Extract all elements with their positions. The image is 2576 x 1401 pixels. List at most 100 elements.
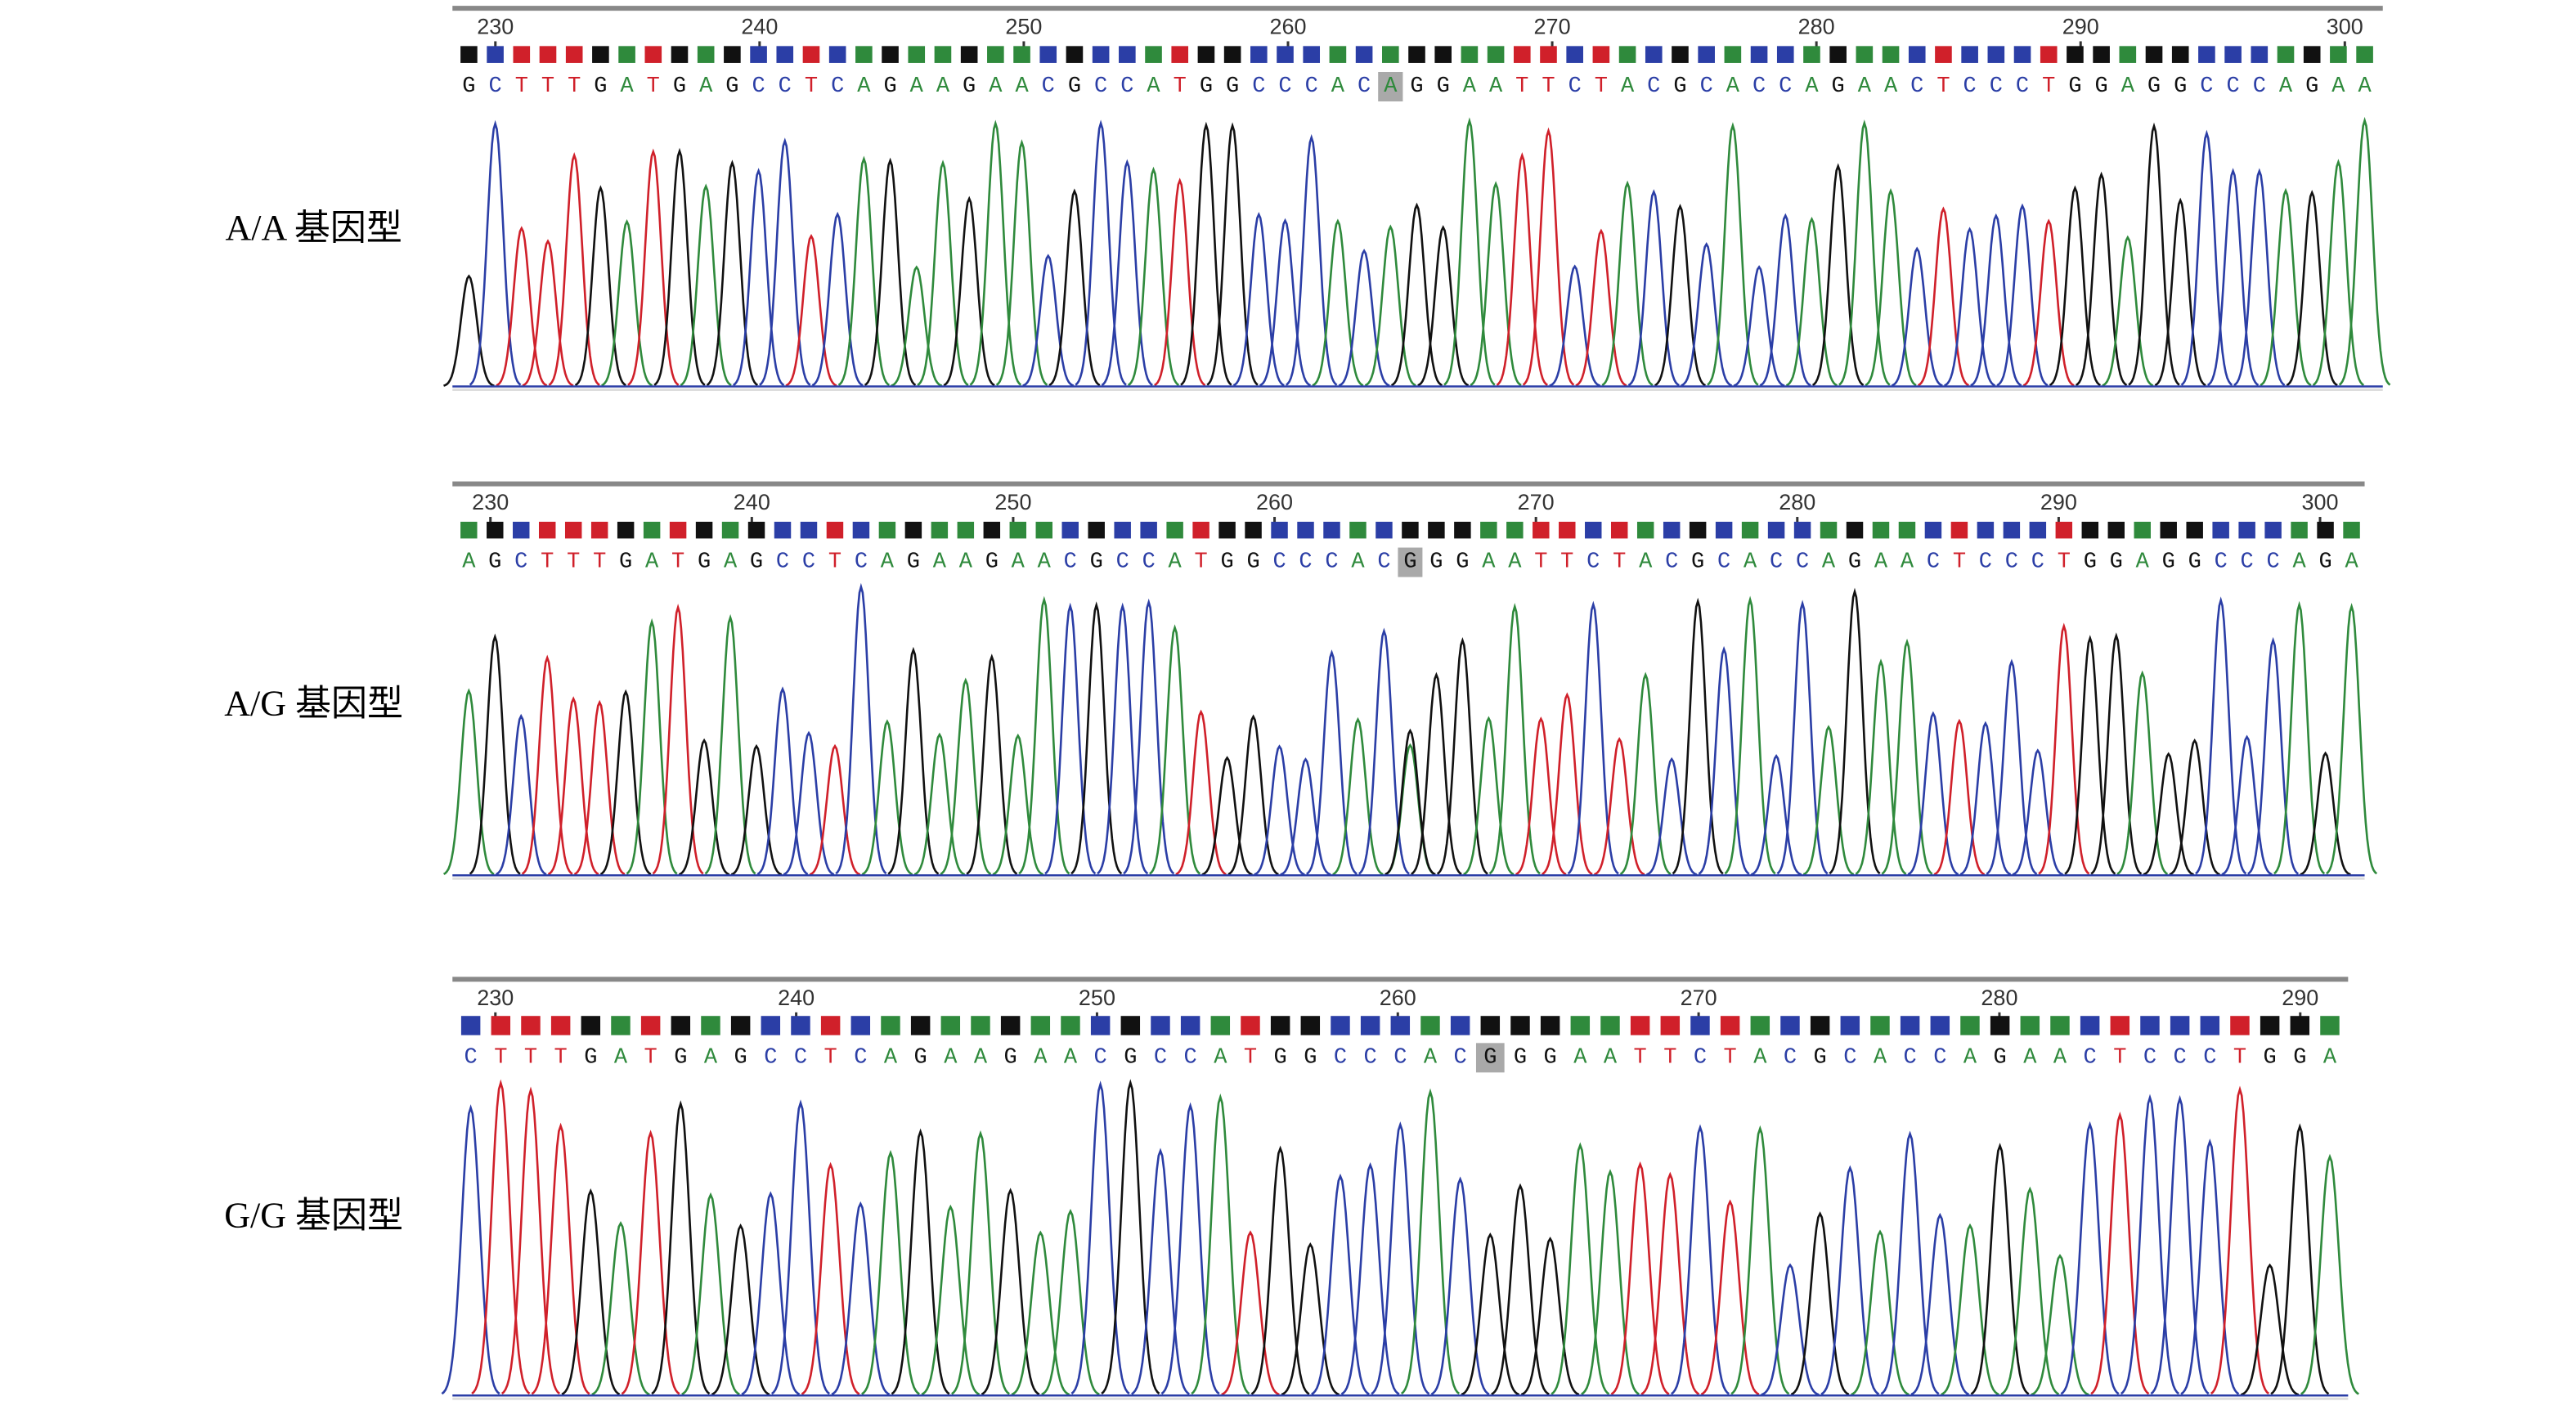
base-call-square: [971, 1016, 990, 1035]
trace-peak: [1724, 595, 1776, 875]
trace-peak: [1259, 218, 1312, 387]
trace-peak: [1461, 1233, 1520, 1396]
base-call-square: [1420, 1016, 1440, 1035]
base-call-square: [2170, 1016, 2190, 1035]
trace-peak: [1855, 658, 1907, 875]
trace-peak: [2064, 635, 2116, 875]
base-call-square: [701, 1016, 720, 1035]
base-call-square: [1088, 521, 1105, 539]
trace-peak: [940, 677, 992, 875]
base-call-square: [1450, 1016, 1470, 1035]
trace-peak: [2154, 197, 2206, 387]
base-call-square: [1329, 46, 1347, 63]
base-call-square: [1672, 46, 1689, 63]
trace-peak: [2312, 159, 2365, 386]
base-call-square: [2186, 521, 2203, 539]
genotype-label: G/G 基因型: [224, 1195, 403, 1235]
base-call-square: [2317, 521, 2334, 539]
trace-peak: [1154, 177, 1206, 387]
trace-peak: [601, 218, 653, 387]
base-call-square: [1977, 521, 1995, 539]
trace-peak: [599, 689, 652, 875]
base-call-square: [487, 521, 504, 539]
base-call-square: [1533, 521, 1550, 539]
base-call-square: [2330, 46, 2347, 63]
base-call-square: [1741, 521, 1759, 539]
trace-peak: [887, 646, 940, 875]
trace-peak: [1941, 1223, 1999, 1396]
trace-peak: [471, 1079, 531, 1394]
trace-peak: [2075, 171, 2128, 387]
trace-peak: [2128, 122, 2180, 386]
trace-peak: [2120, 1093, 2180, 1395]
trace-peak: [759, 137, 811, 386]
base-call-square: [2224, 46, 2242, 63]
trace-peak: [966, 653, 1018, 875]
base-call-square: [1987, 46, 2005, 63]
trace-peak: [831, 1201, 891, 1395]
base-call-square: [2238, 521, 2255, 539]
base-call-square: [671, 1016, 691, 1035]
base-call-square: [1487, 46, 1505, 63]
base-call-square: [987, 46, 1004, 63]
base-call-square: [1331, 1016, 1350, 1035]
base-call-square: [1245, 521, 1262, 539]
base-call-square: [791, 1016, 810, 1035]
base-call-square: [1323, 521, 1340, 539]
trace-peak: [1790, 1211, 1850, 1396]
trace-peak: [1601, 180, 1654, 387]
trace-peak: [2143, 752, 2194, 876]
trace-peak: [2169, 738, 2220, 876]
base-call-square: [2356, 46, 2373, 63]
base-call-square: [1061, 521, 1079, 539]
trace-peak: [981, 1188, 1040, 1395]
base-call-square: [1360, 1016, 1380, 1035]
trace-peak: [1470, 181, 1522, 387]
trace-peak: [1671, 1124, 1730, 1395]
base-call-square: [1689, 521, 1707, 539]
base-call-square: [1277, 46, 1294, 63]
base-call-square: [1145, 46, 1162, 63]
base-call-square: [521, 1016, 541, 1035]
base-call-square: [1618, 46, 1636, 63]
position-label: 290: [2282, 986, 2318, 1010]
base-call-square: [1898, 521, 1916, 539]
base-call-square: [850, 1016, 871, 1035]
base-call-square: [1720, 1016, 1740, 1035]
base-sequence: A: [1384, 74, 1398, 99]
base-call-square: [2277, 46, 2295, 63]
trace-peak: [1463, 716, 1515, 876]
base-call-square: [460, 521, 478, 539]
base-call-square: [550, 1016, 571, 1035]
base-call-square: [983, 521, 1001, 539]
trace-peak: [573, 699, 626, 876]
base-call-square: [2029, 521, 2047, 539]
trace-peak: [1127, 166, 1180, 386]
trace-peak: [1654, 204, 1707, 387]
trace-peak: [1175, 709, 1227, 876]
base-call-square: [611, 1016, 631, 1035]
position-label: 240: [734, 490, 770, 514]
trace-peak: [811, 211, 864, 387]
base-call-square: [1908, 46, 1926, 63]
trace-peak: [626, 617, 678, 875]
trace-peak: [1384, 728, 1436, 876]
trace-peak: [861, 1149, 920, 1395]
base-call-square: [1197, 46, 1215, 63]
base-call-square: [1540, 1016, 1560, 1035]
trace-peak: [1340, 1161, 1400, 1395]
base-call-square: [1935, 46, 1952, 63]
snp-highlight: [1398, 547, 1423, 577]
trace-peak: [1944, 227, 1996, 387]
trace-peak: [864, 157, 917, 386]
base-call-square: [747, 521, 765, 539]
base-call-square: [460, 46, 478, 63]
base-call-square: [730, 1016, 751, 1035]
base-call-square: [957, 521, 975, 539]
trace-peak: [2000, 1186, 2060, 1395]
base-call-square: [592, 46, 609, 63]
trace-peak: [891, 265, 943, 387]
base-call-square: [487, 46, 504, 63]
